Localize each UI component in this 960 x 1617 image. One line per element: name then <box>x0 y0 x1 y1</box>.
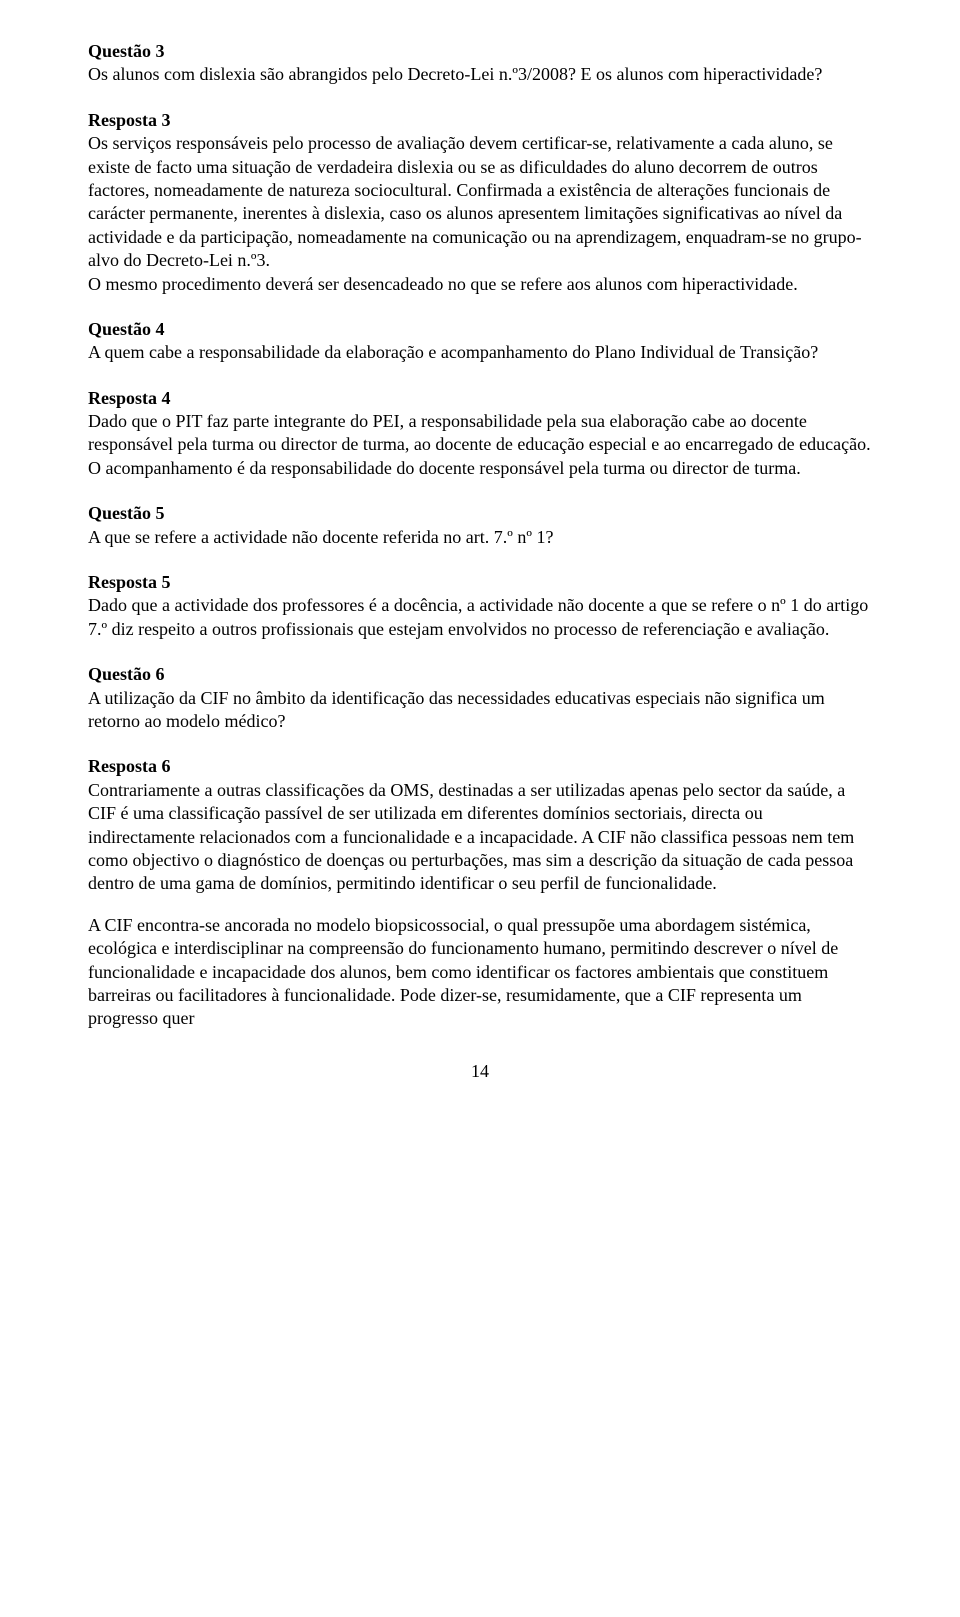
section: Resposta 3Os serviços responsáveis pelo … <box>88 109 872 296</box>
section: Resposta 5Dado que a actividade dos prof… <box>88 571 872 641</box>
document-body: Questão 3Os alunos com dislexia são abra… <box>88 40 872 1031</box>
paragraph: Dado que a actividade dos professores é … <box>88 594 872 641</box>
paragraph: A CIF encontra-se ancorada no modelo bio… <box>88 914 872 1031</box>
paragraph: A utilização da CIF no âmbito da identif… <box>88 687 872 734</box>
section-heading: Resposta 6 <box>88 755 872 778</box>
section: Questão 5A que se refere a actividade nã… <box>88 502 872 549</box>
paragraph: A que se refere a actividade não docente… <box>88 526 872 549</box>
section-heading: Resposta 3 <box>88 109 872 132</box>
paragraph: Os serviços responsáveis pelo processo d… <box>88 132 872 272</box>
section: Resposta 6Contrariamente a outras classi… <box>88 755 872 1030</box>
section-heading: Questão 4 <box>88 318 872 341</box>
section-heading: Resposta 4 <box>88 387 872 410</box>
section: Questão 4A quem cabe a responsabilidade … <box>88 318 872 365</box>
section-heading: Questão 3 <box>88 40 872 63</box>
paragraph: Dado que o PIT faz parte integrante do P… <box>88 410 872 480</box>
paragraph: A quem cabe a responsabilidade da elabor… <box>88 341 872 364</box>
paragraph: O mesmo procedimento deverá ser desencad… <box>88 273 872 296</box>
paragraph-break <box>88 896 872 914</box>
section-heading: Questão 5 <box>88 502 872 525</box>
section-heading: Resposta 5 <box>88 571 872 594</box>
section: Resposta 4Dado que o PIT faz parte integ… <box>88 387 872 481</box>
paragraph: Contrariamente a outras classificações d… <box>88 779 872 896</box>
paragraph: Os alunos com dislexia são abrangidos pe… <box>88 63 872 86</box>
section: Questão 6A utilização da CIF no âmbito d… <box>88 663 872 733</box>
section-heading: Questão 6 <box>88 663 872 686</box>
section: Questão 3Os alunos com dislexia são abra… <box>88 40 872 87</box>
page-number: 14 <box>88 1061 872 1082</box>
